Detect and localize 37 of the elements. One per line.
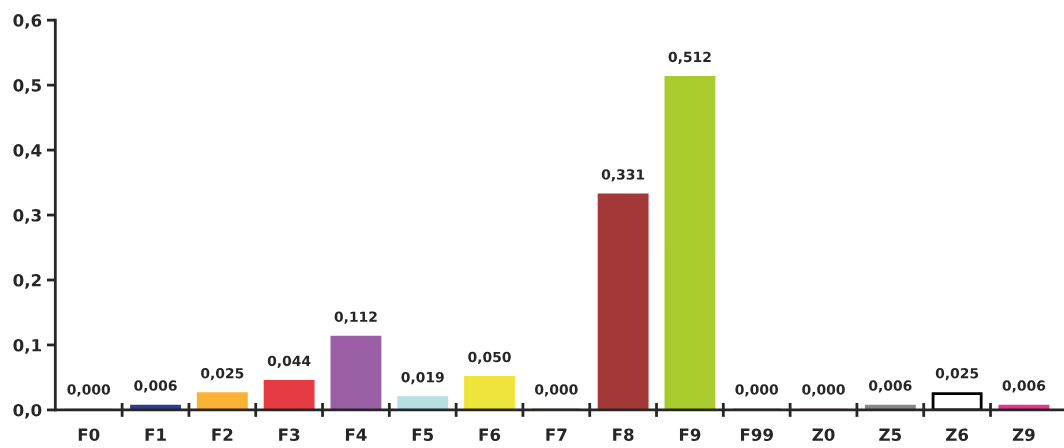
x-tick-label: F8 [613,428,634,442]
data-label: 0,006 [869,380,912,393]
y-tick-label: 0,6 [13,14,42,29]
data-label: 0,006 [1002,380,1046,393]
data-label: 0,331 [601,169,645,182]
y-tick-label: 0,0 [13,403,42,419]
data-label: 0,000 [67,384,111,397]
x-tick-label: F5 [412,428,434,442]
x-tick-label: F1 [145,428,166,441]
x-tick-label: F0 [78,428,100,442]
x-tick-label: F99 [740,428,773,442]
x-tick-label: F7 [546,428,567,441]
x-tick-label: F3 [279,428,300,442]
y-tick-label: 0,5 [13,79,41,94]
data-label: 0,025 [201,367,244,381]
data-label: 0,000 [535,384,578,397]
data-label: 0,050 [468,351,511,365]
y-tick-label: 0,2 [13,273,41,289]
x-tick-label: Z9 [1012,428,1035,442]
data-label: 0,112 [334,311,377,324]
y-tick-label: 0,4 [13,144,42,159]
data-label: 0,019 [401,371,444,385]
x-tick-label: F4 [345,428,367,441]
x-tick-label: F9 [679,428,701,442]
data-label: 0,044 [267,355,311,368]
data-label: 0,512 [668,51,711,64]
y-tick-label: 0,1 [13,338,41,354]
x-tick-label: F6 [479,428,501,442]
data-label: 0,000 [735,384,779,397]
data-label: 0,025 [935,367,979,381]
y-tick-label: 0,3 [13,209,41,224]
x-tick-label: Z6 [946,428,969,442]
data-label: 0,000 [802,384,845,397]
data-label: 0,006 [134,380,177,393]
x-tick-label: F2 [212,428,233,441]
x-tick-label: Z5 [879,428,901,442]
x-tick-label: Z0 [812,428,835,442]
